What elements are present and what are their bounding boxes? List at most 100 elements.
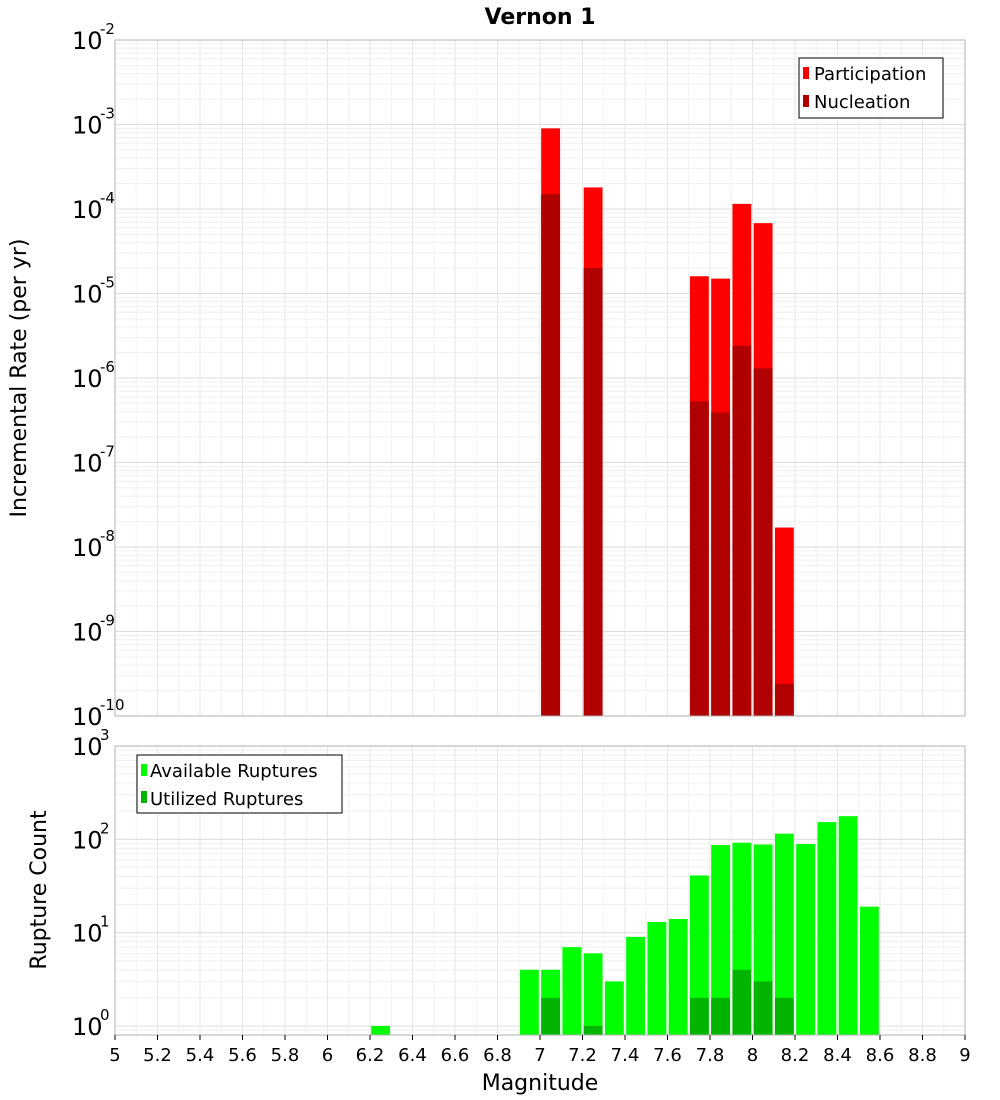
top-bar-nucleation — [711, 412, 731, 716]
y-tick-exponent: -10 — [100, 696, 125, 714]
legend-swatch-participation — [803, 67, 809, 79]
bottom-bar-available-ruptures — [711, 844, 731, 1035]
bottom-bar-utilized-ruptures — [541, 997, 561, 1035]
x-tick-label: 6.4 — [398, 1045, 427, 1066]
bottom-bar-available-ruptures — [859, 906, 879, 1035]
top-bars — [541, 128, 794, 717]
x-tick-label: 5.2 — [143, 1045, 172, 1066]
y-tick-label: 10 — [72, 27, 103, 55]
y-tick-exponent: 0 — [100, 1006, 110, 1024]
y-tick-label: 10 — [72, 703, 103, 731]
bottom-bar-available-ruptures — [583, 953, 603, 1035]
bottom-legend-box — [136, 754, 343, 814]
bottom-bar-available-ruptures — [371, 1025, 391, 1035]
bottom-bar-available-ruptures — [519, 969, 539, 1035]
bottom-bar-available-ruptures — [838, 816, 858, 1035]
x-tick-label: 8.8 — [908, 1045, 937, 1066]
bottom-bar-available-ruptures — [817, 822, 837, 1035]
y-tick-exponent: -7 — [100, 443, 115, 461]
y-tick-label: 10 — [72, 112, 103, 140]
bottom-legend: Available Ruptures Utilized Ruptures — [136, 754, 343, 814]
y-tick-exponent: 1 — [100, 913, 110, 931]
x-tick-label: 8 — [747, 1045, 758, 1066]
y-tick-label: 10 — [72, 826, 103, 854]
legend-label-available: Available Ruptures — [150, 761, 318, 782]
bottom-bar-available-ruptures — [626, 936, 646, 1035]
legend-label-nucleation: Nucleation — [814, 92, 910, 113]
x-tick-label: 8.4 — [823, 1045, 852, 1066]
top-legend-box — [798, 57, 944, 119]
y-tick-label: 10 — [72, 920, 103, 948]
y-tick-label: 10 — [72, 365, 103, 393]
bottom-bar-utilized-ruptures — [711, 997, 731, 1035]
bottom-bar-available-ruptures — [689, 875, 709, 1035]
x-tick-label: 5.6 — [228, 1045, 257, 1066]
x-tick-label: 6 — [322, 1045, 333, 1066]
y-tick-exponent: -3 — [100, 105, 115, 123]
x-tick-label: 7.4 — [611, 1045, 640, 1066]
legend-swatch-utilized — [141, 791, 147, 803]
bottom-bar-utilized-ruptures — [689, 997, 709, 1035]
top-bar-nucleation — [689, 401, 709, 716]
y-tick-exponent: -8 — [100, 527, 115, 545]
bottom-bar-utilized-ruptures — [732, 969, 752, 1035]
x-tick-label: 6.2 — [356, 1045, 385, 1066]
bottom-bar-utilized-ruptures — [753, 981, 773, 1035]
chart-title: Vernon 1 — [485, 5, 596, 30]
bottom-bar-available-ruptures — [796, 844, 816, 1035]
y-tick-label: 10 — [72, 450, 103, 478]
top-bar-nucleation — [753, 368, 773, 716]
x-tick-label: 5.4 — [186, 1045, 215, 1066]
x-tick-label: 8.6 — [866, 1045, 895, 1066]
x-tick-label: 5 — [109, 1045, 120, 1066]
x-tick-label: 9 — [959, 1045, 970, 1066]
x-tick-label: 7.6 — [653, 1045, 682, 1066]
top-bar-nucleation — [732, 345, 752, 716]
x-tick-label: 6.8 — [483, 1045, 512, 1066]
bottom-bar-utilized-ruptures — [583, 1025, 603, 1035]
top-gridlines — [115, 39, 965, 717]
y-tick-exponent: -5 — [100, 274, 115, 292]
x-tick-label: 7.2 — [568, 1045, 597, 1066]
x-axis-label: Magnitude — [482, 1071, 599, 1096]
legend-label-utilized: Utilized Ruptures — [150, 789, 303, 810]
y-tick-exponent: -9 — [100, 612, 115, 630]
y-tick-exponent: -4 — [100, 189, 115, 207]
x-tick-label: 7 — [534, 1045, 545, 1066]
bottom-bar-available-ruptures — [562, 947, 582, 1035]
bottom-y-axis-label: Rupture Count — [27, 810, 52, 970]
x-tick-label: 8.2 — [781, 1045, 810, 1066]
bottom-bar-available-ruptures — [668, 919, 688, 1035]
y-tick-exponent: -2 — [100, 20, 115, 38]
top-bar-nucleation — [541, 194, 561, 716]
bottom-bar-available-ruptures — [647, 922, 667, 1035]
y-tick-exponent: -6 — [100, 358, 115, 376]
bottom-bar-utilized-ruptures — [774, 997, 794, 1035]
y-tick-exponent: 3 — [100, 726, 110, 744]
x-tick-label: 7.8 — [696, 1045, 725, 1066]
y-tick-exponent: 2 — [100, 819, 110, 837]
bottom-bar-available-ruptures — [604, 981, 624, 1035]
y-tick-label: 10 — [72, 281, 103, 309]
top-bar-nucleation — [583, 268, 603, 716]
x-tick-label: 5.8 — [271, 1045, 300, 1066]
y-tick-label: 10 — [72, 733, 103, 761]
top-bar-nucleation — [774, 683, 794, 716]
y-tick-label: 10 — [72, 1013, 103, 1041]
top-legend: Participation Nucleation — [798, 57, 944, 119]
y-tick-label: 10 — [72, 196, 103, 224]
legend-label-participation: Participation — [814, 64, 926, 85]
legend-swatch-available — [141, 764, 147, 776]
x-tick-labels: 5 5.2 5.4 5.6 5.8 6 6.2 6.4 6.6 6.8 7 7.2 7.4 7.6 7.8 8… — [109, 1035, 971, 1066]
bottom-bar-available-ruptures — [774, 833, 794, 1035]
top-y-tick-labels: 10-210-310-410-510-610-710-810-910-10 — [72, 20, 125, 731]
legend-swatch-nucleation — [803, 95, 809, 107]
x-tick-label: 6.6 — [441, 1045, 470, 1066]
bottom-bars — [371, 816, 879, 1035]
top-plot-frame — [114, 39, 966, 717]
top-y-axis-label: Incremental Rate (per yr) — [7, 239, 32, 518]
top-bar-participation — [774, 527, 794, 716]
